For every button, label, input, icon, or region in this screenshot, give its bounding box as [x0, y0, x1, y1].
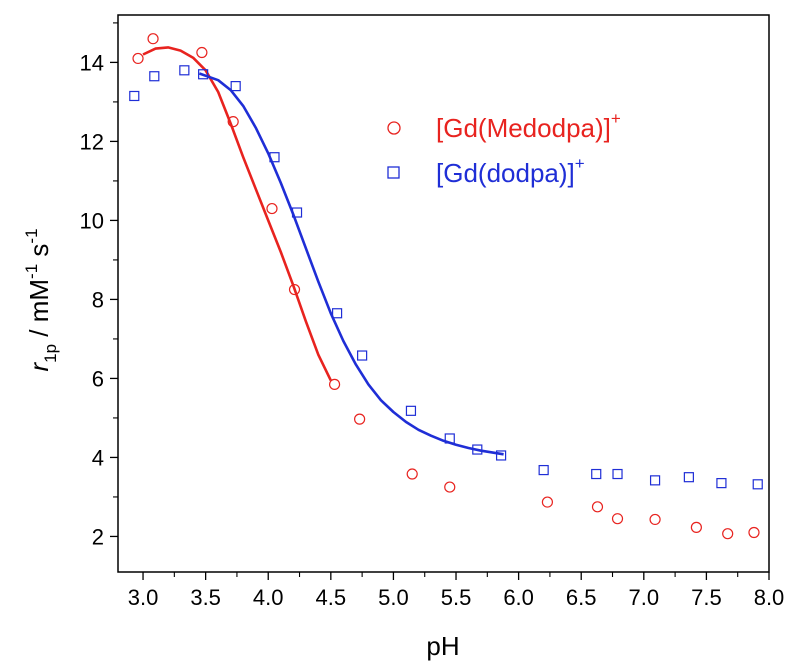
x-tick-label: 7.5 [691, 585, 722, 610]
legend-marker-medodpa [387, 121, 401, 135]
data-point-medodpa [649, 513, 661, 526]
y-axis-title-unit: / mM [24, 279, 54, 344]
x-tick-label: 8.0 [754, 585, 785, 610]
y-axis-title-sup2: -1 [22, 228, 41, 243]
legend-label-dodpa-sup: + [575, 154, 585, 173]
data-point-medodpa [288, 283, 301, 296]
data-point-medodpa [147, 33, 159, 45]
data-point-medodpa [227, 116, 239, 128]
y-tick-label: 10 [80, 208, 104, 233]
data-point-dodpa [357, 350, 368, 361]
data-point-dodpa [538, 464, 549, 476]
plot-frame [117, 14, 770, 573]
x-axis-title: pH [426, 631, 459, 661]
data-point-dodpa [752, 479, 763, 490]
y-tick-label: 4 [92, 445, 104, 470]
y-axis-title-sup1: -1 [22, 264, 41, 279]
y-axis-title: r1p / mM-1 s-1 [22, 228, 60, 371]
data-point-medodpa [196, 46, 208, 59]
data-point-dodpa [269, 152, 280, 163]
axis-ticks: 3.0 3.5 4.0 4.5 5.0 5.5 6.0 6.5 7.0 7.5 8.0 2 4 6 8 10 1… [80, 22, 785, 610]
data-point-medodpa [354, 413, 366, 425]
data-point-dodpa [472, 444, 483, 455]
data-point-dodpa [716, 478, 727, 489]
x-tick-label: 5.0 [378, 585, 409, 610]
data-point-medodpa [444, 481, 456, 493]
legend-marker-dodpa [387, 166, 400, 179]
y-tick-label: 2 [92, 524, 104, 549]
data-point-medodpa [266, 202, 278, 215]
data-point-dodpa [495, 450, 507, 461]
data-point-dodpa [683, 472, 694, 483]
data-point-dodpa [331, 308, 343, 319]
data-points [129, 33, 763, 540]
data-point-dodpa [649, 475, 661, 486]
data-point-dodpa [179, 65, 190, 76]
legend-label-medodpa-sup: + [611, 109, 621, 128]
legend-label-dodpa-text: [Gd(dodpa)] [436, 158, 575, 188]
y-tick-label: 14 [80, 50, 104, 75]
x-tick-label: 5.5 [441, 585, 472, 610]
data-point-medodpa [690, 521, 702, 533]
data-point-medodpa [406, 468, 418, 480]
data-point-dodpa [612, 468, 623, 480]
legend-label-medodpa: [Gd(Medodpa)]+ [436, 109, 621, 143]
y-axis-title-subscript: 1p [41, 344, 60, 363]
x-tick-label: 3.0 [128, 585, 159, 610]
data-point-dodpa [591, 468, 602, 480]
x-tick-label: 7.0 [629, 585, 660, 610]
data-point-medodpa [748, 526, 760, 539]
data-point-medodpa [541, 496, 554, 508]
y-tick-label: 8 [92, 287, 104, 312]
x-tick-label: 6.0 [503, 585, 534, 610]
fit-line-medodpa [142, 46, 332, 381]
y-tick-label: 6 [92, 366, 104, 391]
x-tick-label: 4.0 [253, 585, 284, 610]
data-point-dodpa [444, 433, 455, 444]
fit-line-dodpa [198, 72, 504, 456]
fit-lines [142, 46, 504, 456]
x-tick-label: 6.5 [566, 585, 597, 610]
legend: [Gd(Medodpa)]+ [Gd(dodpa)]+ [387, 109, 621, 188]
data-point-medodpa [591, 501, 604, 513]
data-point-medodpa [132, 52, 144, 65]
data-point-dodpa [129, 90, 140, 102]
legend-label-dodpa: [Gd(dodpa)]+ [436, 154, 585, 188]
data-point-medodpa [722, 528, 734, 540]
data-point-medodpa [328, 378, 341, 390]
y-axis-title-r: r [24, 362, 54, 372]
x-tick-label: 4.5 [316, 585, 347, 610]
data-point-dodpa [198, 69, 209, 80]
data-point-dodpa [291, 207, 303, 218]
data-point-dodpa [230, 81, 241, 92]
data-point-dodpa [405, 405, 417, 416]
y-tick-label: 12 [80, 129, 104, 154]
y-axis-title-unit2: s [24, 244, 54, 264]
data-point-medodpa [611, 513, 624, 525]
x-tick-label: 3.5 [190, 585, 221, 610]
data-point-dodpa [149, 71, 160, 82]
legend-label-medodpa-text: [Gd(Medodpa)] [436, 113, 611, 143]
